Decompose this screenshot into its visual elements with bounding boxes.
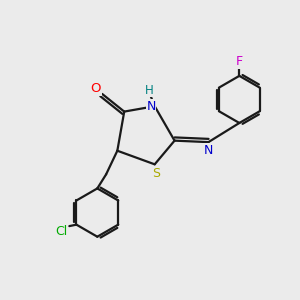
Text: H: H [145, 84, 154, 97]
Text: N: N [146, 100, 156, 113]
Text: S: S [152, 167, 160, 180]
Text: F: F [236, 55, 243, 68]
Text: O: O [90, 82, 101, 95]
Text: Cl: Cl [55, 225, 67, 238]
Text: N: N [204, 144, 213, 157]
